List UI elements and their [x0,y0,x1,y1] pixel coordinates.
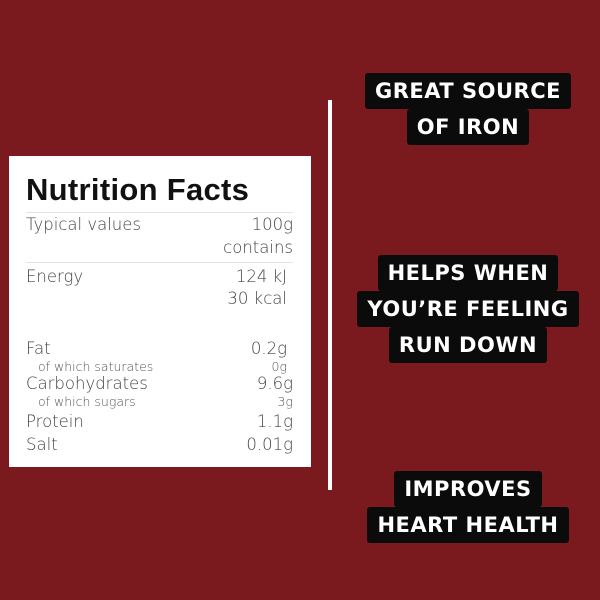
energy-kcal: 30 kcal [227,289,287,308]
energy-values: 124 kJ 30 kcal [227,267,293,309]
claim-line: IMPROVES [394,471,542,507]
divider-line [26,212,293,213]
nutrient-row-protein: Protein 1.1g [26,412,293,432]
nutrient-label: Fat [26,339,51,358]
nutrient-value: 0.2g [250,339,287,358]
claim-line: YOU’RE FEELING [357,291,579,327]
amount-line-2: contains [223,238,293,257]
vertical-divider [328,100,332,490]
claim-line: HEART HEALTH [367,507,569,543]
nutrient-value: 0.01g [246,435,293,454]
nutrition-facts-panel: Nutrition Facts Typical values 100g cont… [9,156,311,467]
claim-run-down: HELPS WHEN YOU’RE FEELING RUN DOWN [340,255,596,363]
claim-line: HELPS WHEN [377,255,559,291]
claim-line: RUN DOWN [388,327,548,363]
energy-row: Energy 124 kJ 30 kcal [26,267,293,309]
claim-line: OF IRON [406,109,530,145]
nutrient-row-carbohydrates: Carbohydrates 9.6g [26,374,293,394]
nutrient-label: Salt [26,435,58,454]
nutrient-value: 0g [271,359,287,374]
nutrient-row-fat: Fat 0.2g [26,339,293,359]
nutrient-value: 1.1g [256,412,293,431]
typical-values-label: Typical values [26,215,142,234]
nutrient-row-salt: Salt 0.01g [26,435,293,455]
nutrient-label: Carbohydrates [26,374,148,393]
nutrient-label: of which sugars [38,394,136,409]
claim-iron: GREAT SOURCE OF IRON [340,73,596,145]
nutrient-row-sugars: of which sugars 3g [26,394,293,409]
energy-label: Energy [26,267,84,286]
divider-line [26,262,293,263]
amount-line-1: 100g [251,215,293,234]
typical-values-amount: 100g contains [223,215,293,258]
nutrient-value: 3g [277,394,293,409]
claim-heart-health: IMPROVES HEART HEALTH [340,471,596,543]
nutrient-label: Protein [26,412,84,431]
nutrient-row-saturates: of which saturates 0g [26,359,293,374]
nutrient-value: 9.6g [256,374,293,393]
claim-line: GREAT SOURCE [365,73,571,109]
nutrition-title: Nutrition Facts [26,172,250,207]
nutrient-label: of which saturates [38,359,154,374]
typical-values-row: Typical values 100g contains [26,215,293,258]
energy-kj: 124 kJ [235,267,287,286]
